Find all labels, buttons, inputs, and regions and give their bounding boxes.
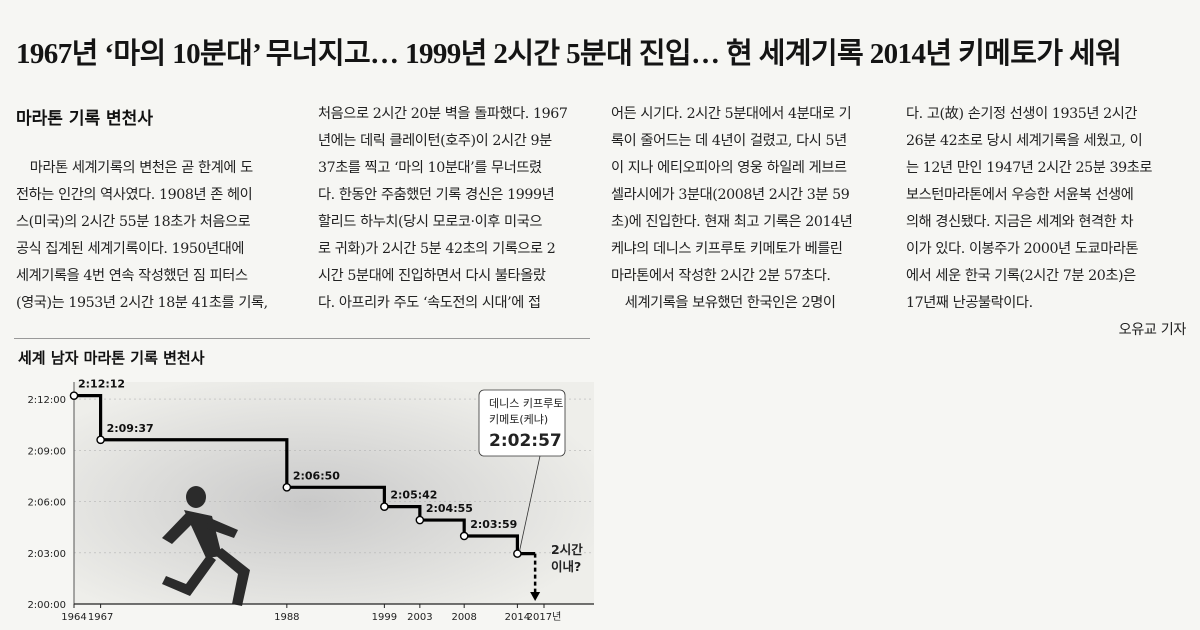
text-line: 년에는 데릭 클레이턴(호주)이 2시간 9분	[318, 133, 552, 149]
chart-title: 세계 남자 마라톤 기록 변천사	[18, 349, 205, 367]
record-value-label: 2:05:42	[390, 489, 437, 502]
y-tick-label: 2:06:00	[27, 498, 66, 509]
text-line: 37초를 찍고 ‘마의 10분대’를 무너뜨렸	[318, 160, 542, 176]
article-column-2: 처음으로 2시간 20분 벽을 돌파했다. 1967 년에는 데릭 클레이턴(호…	[318, 101, 593, 317]
record-value-label: 2:03:59	[470, 518, 517, 531]
text-line: 로 귀화)가 2시간 5분 42초의 기록으로 2	[318, 241, 556, 257]
x-tick-label: 1964	[61, 612, 86, 623]
callout-name-line1: 데니스 키프루토	[489, 397, 563, 410]
text-line: 공식 집계된 세계기록이다. 1950년대에	[16, 241, 245, 257]
record-value-label: 2:04:55	[426, 502, 473, 515]
x-tick-label: 2008	[451, 612, 476, 623]
text-line: 초)에 진입한다. 현재 최고 기록은 2014년	[611, 214, 853, 230]
text-line: 의해 경신됐다. 지금은 세계와 현격한 차	[906, 214, 1134, 230]
record-point	[513, 549, 522, 558]
y-tick-label: 2:00:00	[27, 600, 66, 611]
text-line: 케냐의 데니스 키프루토 키메토가 베를린	[611, 241, 843, 257]
record-point	[69, 391, 79, 400]
chart-divider	[14, 338, 590, 339]
text-line: 다. 아프리카 주도 ‘속도전의 시대’에 접	[318, 295, 541, 311]
text-line: 시간 5분대에 진입하면서 다시 불타올랐	[318, 268, 546, 284]
text-line: 할리드 하누치(당시 모로코·이후 미국으	[318, 214, 543, 230]
byline: 오유교 기자	[1118, 322, 1186, 338]
text-line: 마라톤 세계기록의 변천은 곧 한계에 도	[16, 160, 253, 176]
text-line: 마라톤에서 작성한 2시간 2분 57초다.	[611, 268, 831, 284]
text-line: 스(미국)의 2시간 55분 18초가 처음으로	[16, 214, 251, 230]
text-line: 에서 세운 한국 기록(2시간 7분 20초)은	[906, 268, 1136, 284]
text-line: 이 지나 에티오피아의 영웅 하일레 게브르	[611, 160, 847, 176]
runner-silhouette-icon	[162, 486, 250, 606]
text-line: 는 12년 만인 1947년 2시간 25분 39초로	[906, 160, 1153, 176]
text-line: 이가 있다. 이봉주가 2000년 도쿄마라톤	[906, 241, 1139, 257]
x-tick-label: 1999	[372, 612, 397, 623]
record-value-label: 2:09:37	[107, 422, 154, 435]
text-line: (영국)는 1953년 2시간 18분 41초를 기록,	[16, 295, 268, 311]
callout-box	[478, 389, 566, 457]
y-tick-label: 2:12:00	[27, 395, 66, 406]
record-point	[415, 515, 425, 525]
projection-label-line1: 2시간	[551, 542, 583, 557]
text-line: 셀라시에가 3분대(2008년 2시간 3분 59	[611, 187, 850, 203]
record-points: 2:12:12 2:09:37 2:06:50 2:05:422:04:55 2:03:…	[69, 378, 522, 558]
record-value-label: 2:12:12	[78, 378, 125, 391]
callout-time: 2:02:57	[489, 431, 562, 451]
record-point	[282, 483, 292, 492]
text-line: 처음으로 2시간 20분 벽을 돌파했다. 1967	[318, 106, 568, 122]
y-tick-labels: 2:12:00 2:09:00 2:06:00 2:03:00 2:00:00	[27, 395, 66, 611]
x-tick-label: 2014	[505, 612, 530, 623]
text-line: 보스턴마라톤에서 우승한 서윤복 선생에	[906, 187, 1134, 203]
article-column-1: 마라톤 세계기록의 변천은 곧 한계에 도 전하는 인간의 역사였다. 1908…	[16, 155, 291, 317]
section-title: 마라톤 기록 변천사	[16, 109, 153, 129]
article-column-3: 어든 시기다. 2시간 5분대에서 4분대로 기 록이 줄어드는 데 4년이 걸…	[611, 101, 891, 317]
y-tick-label: 2:09:00	[27, 446, 66, 457]
text-line: 전하는 인간의 역사였다. 1908년 존 헤이	[16, 187, 253, 203]
text-line: 다. 한동안 주춤했던 기록 경신은 1999년	[318, 187, 555, 203]
record-chart: 2:12:00 2:09:00 2:06:00 2:03:00 2:00:00 1964…	[27, 378, 594, 623]
record-callout: 데니스 키프루토 키메토(케냐) 2:02:57	[478, 389, 566, 552]
x-tick-label: 2003	[407, 612, 432, 623]
text-line: 26분 42초로 당시 세계기록을 세웠고, 이	[906, 133, 1143, 149]
projection-label-line2: 이내?	[551, 559, 581, 574]
x-tick-label: 2017년	[527, 611, 562, 623]
text-line: 어든 시기다. 2시간 5분대에서 4분대로 기	[611, 106, 852, 122]
arrow-down-icon	[530, 592, 541, 601]
article-column-4: 다. 고(故) 손기정 선생이 1935년 2시간 26분 42초로 당시 세계…	[906, 101, 1186, 344]
text-line: 17년째 난공불락이다.	[906, 295, 1033, 311]
text-line: 록이 줄어드는 데 4년이 걸렸고, 다시 5년	[611, 133, 847, 149]
record-point	[96, 435, 105, 445]
record-step-line	[74, 394, 536, 556]
text-line: 다. 고(故) 손기정 선생이 1935년 2시간	[906, 106, 1138, 122]
record-point	[380, 502, 389, 511]
x-tick-label: 1988	[274, 612, 299, 623]
y-tick-label: 2:03:00	[27, 549, 66, 560]
callout-name-line2: 키메토(케냐)	[489, 413, 548, 426]
text-line: 세계기록을 보유했던 한국인은 2명이	[611, 295, 836, 311]
record-value-label: 2:06:50	[293, 469, 340, 482]
text-line: 세계기록을 4번 연속 작성했던 짐 피터스	[16, 268, 248, 284]
callout-leader	[519, 455, 541, 552]
x-tick-label: 1967	[88, 612, 113, 623]
headline: 1967년 ‘마의 10분대’ 무너지고… 1999년 2시간 5분대 진입… …	[16, 38, 1122, 70]
record-point	[459, 531, 469, 541]
